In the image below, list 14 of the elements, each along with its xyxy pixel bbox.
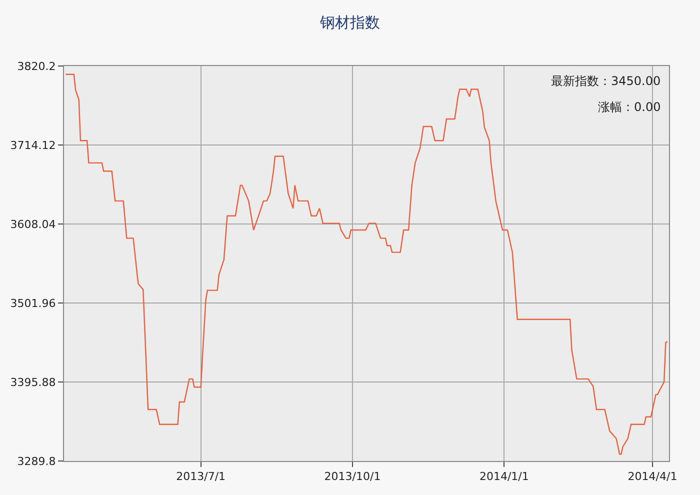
y-tick-label: 3714.12 <box>10 138 56 152</box>
y-tick-label: 3289.8 <box>17 454 56 468</box>
line-series <box>65 74 668 455</box>
x-tick-label: 2014/1/1 <box>479 470 529 484</box>
y-tick-label: 3501.96 <box>10 296 56 310</box>
x-tick-label: 2013/10/1 <box>324 470 381 484</box>
annotation: 最新指数：3450.00 <box>551 74 661 88</box>
x-tick-label: 2013/7/1 <box>176 470 226 484</box>
y-tick-label: 3608.04 <box>10 218 56 231</box>
y-tick-label: 3820.2 <box>17 60 56 73</box>
x-tick-label: 2014/4/1 <box>628 470 678 484</box>
annotation: 涨幅：0.00 <box>598 100 661 114</box>
chart-title: 钢材指数 <box>319 14 380 32</box>
y-tick-label: 3395.88 <box>10 376 56 389</box>
